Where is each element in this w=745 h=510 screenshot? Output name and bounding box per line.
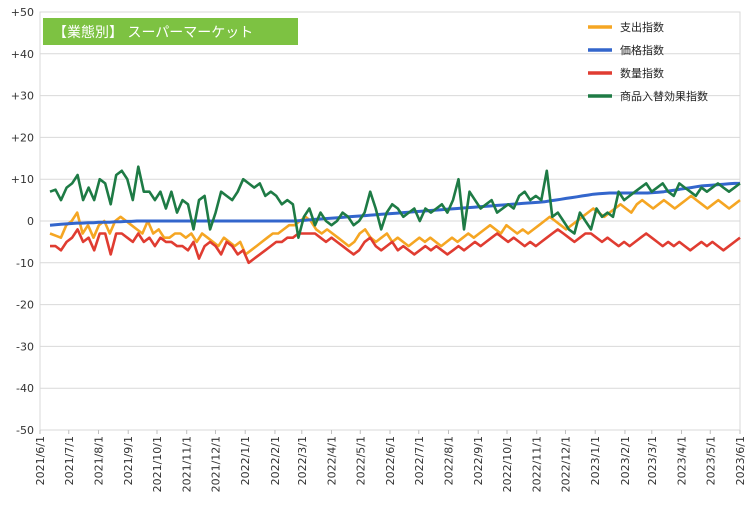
y-tick-label: -10 [16,257,34,270]
y-tick-label: 0 [27,215,34,228]
y-tick-label: +40 [11,48,34,61]
x-tick-label: 2022/12/1 [559,436,572,492]
legend-label-1: 価格指数 [620,43,664,57]
x-tick-label: 2022/2/1 [269,436,282,485]
x-tick-label: 2023/1/1 [589,436,602,485]
y-tick-label: -30 [16,340,34,353]
y-tick-label: -20 [16,299,34,312]
x-tick-label: 2023/4/1 [676,436,689,485]
chart-title-box: 【業態別】 スーパーマーケット [43,18,298,45]
y-tick-label: +20 [11,131,34,144]
y-tick-labels: +50 +40 +30 +20 +10 0 -10 -20 -30 -40 -50 [11,6,34,437]
y-tick-label: -40 [16,382,34,395]
x-tick-label: 2022/8/1 [442,436,455,485]
x-tick-label: 2022/9/1 [472,436,485,485]
legend-label-2: 数量指数 [620,66,664,80]
y-tick-label: +50 [11,6,34,19]
chart-title-background [43,18,298,45]
x-tick-labels: 2021/6/1 2021/7/1 2021/8/1 2021/9/1 2021/10/… [34,430,745,492]
series-line-1 [49,181,740,227]
x-tick-label: 2023/6/1 [734,436,745,485]
x-tick-label: 2021/6/1 [34,436,47,485]
series-group [49,165,741,265]
x-tick-label: 2021/10/1 [151,436,164,492]
x-tick-label: 2021/8/1 [92,436,105,485]
x-tick-label: 2022/1/1 [239,436,252,485]
x-tick-label: 2022/11/1 [531,436,544,492]
legend-label-0: 支出指数 [620,20,664,34]
x-tick-label: 2022/5/1 [354,436,367,485]
y-tick-label: +10 [11,173,34,186]
series-line-0 [49,194,741,256]
x-tick-label: 2021/7/1 [63,436,76,485]
x-tick-label: 2021/9/1 [122,436,135,485]
x-tick-label: 2023/3/1 [646,436,659,485]
x-tick-label: 2021/11/1 [181,436,194,492]
series-line-2 [50,228,741,265]
chart-title: 【業態別】 スーパーマーケット [53,25,253,41]
x-tick-label: 2023/2/1 [619,436,632,485]
y-tick-label: +30 [11,90,34,103]
x-tick-label: 2022/4/1 [326,436,339,485]
x-tick-label: 2022/10/1 [501,436,514,492]
x-tick-label: 2021/12/1 [209,436,222,492]
x-tick-label: 2022/7/1 [413,436,426,485]
x-tick-label: 2022/6/1 [384,436,397,485]
legend-label-3: 商品入替効果指数 [620,89,708,103]
series-line-3 [49,165,741,239]
x-tick-label: 2023/5/1 [704,436,717,485]
x-tick-label: 2022/3/1 [296,436,309,485]
y-tick-label: -50 [16,424,34,437]
